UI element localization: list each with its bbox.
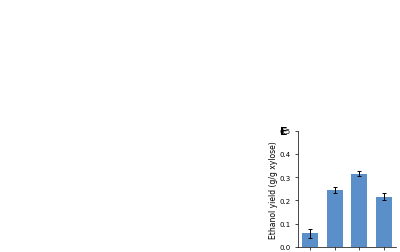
Bar	[302, 234, 318, 247]
Bar	[376, 197, 392, 247]
Text: E: E	[280, 127, 288, 136]
Y-axis label: Ethanol yield (g/g xylose): Ethanol yield (g/g xylose)	[269, 140, 278, 238]
Bar	[351, 174, 367, 247]
Bar	[327, 190, 343, 247]
